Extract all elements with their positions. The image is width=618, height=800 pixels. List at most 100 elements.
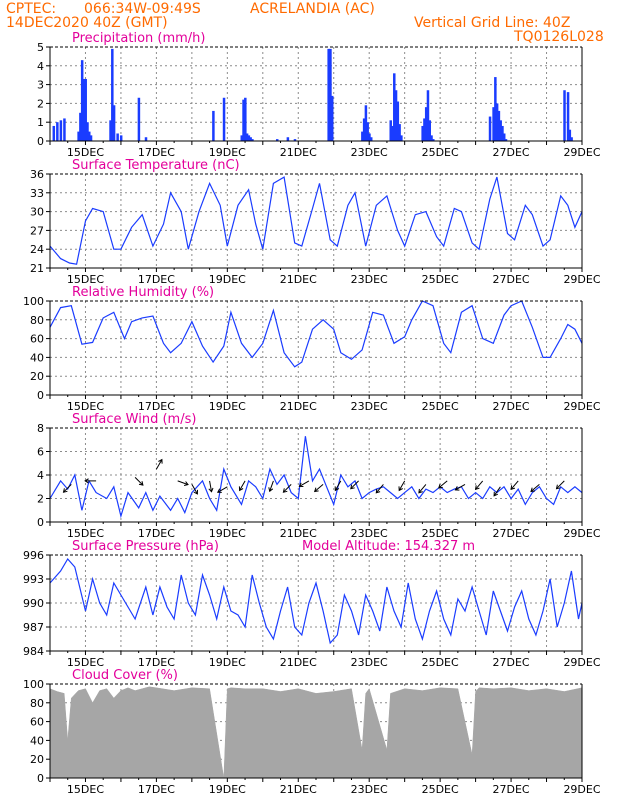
precipitation-xtick-label: 29DEC (563, 146, 600, 159)
precipitation-bar (488, 116, 492, 141)
wind-arrow (155, 459, 163, 470)
precipitation-bar (400, 135, 403, 141)
pressure-ytick-label: 987 (23, 621, 44, 634)
humidity-ytick-label: 60 (30, 333, 44, 346)
precipitation-xtick-label: 23DEC (351, 146, 388, 159)
wind-arrow (334, 480, 342, 491)
header-grid-line: Vertical Grid Line: 40Z (414, 15, 571, 31)
header-code: TQ0126L028 (514, 29, 604, 45)
cloud-ytick-label: 60 (30, 716, 44, 729)
precipitation-bar (430, 135, 433, 141)
precipitation-bar (116, 133, 119, 141)
humidity-line (49, 300, 583, 368)
wind-arrow (269, 480, 274, 492)
wind-arrow-head (282, 488, 288, 493)
wind-ytick-label: 4 (37, 469, 44, 482)
wind-xtick-label: 21DEC (280, 527, 317, 540)
wind-arrow (510, 480, 519, 490)
header-date: 14DEC2020 40Z (GMT) (6, 15, 168, 31)
precipitation-ytick-label: 2 (37, 97, 44, 110)
wind-arrow (314, 484, 324, 492)
wind-arrow-head (62, 488, 68, 493)
temperature-title: Surface Temperature (nC) (72, 158, 240, 173)
wind-arrow-head (138, 481, 144, 486)
precipitation-bar (249, 137, 252, 141)
cloud-area (49, 686, 583, 779)
temperature-xtick-label: 29DEC (563, 273, 600, 286)
precipitation-bar (59, 120, 63, 141)
pressure-line (49, 557, 583, 645)
precipitation-bar (369, 137, 373, 141)
precipitation-bar (396, 101, 400, 141)
precipitation-ytick-label: 3 (37, 79, 44, 92)
wind-arrow-head (375, 488, 381, 494)
pressure-xtick-label: 25DEC (422, 656, 459, 669)
wind-arrow (209, 480, 212, 492)
precipitation-bar (494, 77, 497, 141)
wind-arrow (283, 484, 292, 493)
wind-arrow-head (398, 486, 403, 492)
cloud-ytick-label: 20 (30, 753, 44, 766)
temperature-ytick-label: 24 (30, 243, 44, 256)
wind-ytick-label: 6 (37, 446, 44, 459)
wind-xtick-label: 23DEC (351, 527, 388, 540)
wind-arrow (239, 480, 246, 491)
wind-arrow (438, 480, 448, 489)
precipitation-bar (495, 103, 499, 141)
precipitation-bar (391, 125, 394, 141)
cloud-xtick-label: 17DEC (138, 783, 175, 796)
temperature-xtick-label: 25DEC (422, 273, 459, 286)
wind-arrow-head (84, 478, 89, 484)
wind-arrow (475, 480, 484, 490)
wind-arrow-head (510, 485, 516, 491)
temperature-line (49, 176, 583, 265)
precipitation-bar (80, 60, 84, 141)
precipitation-title: Precipitation (mm/h) (72, 31, 205, 46)
wind-arrow (177, 480, 189, 486)
wind-arrow-head (530, 487, 536, 493)
precipitation-bar (244, 97, 247, 141)
humidity-xtick-label: 17DEC (138, 400, 175, 413)
cloud-ytick-label: 80 (30, 697, 44, 710)
cloud-xtick-label: 27DEC (493, 783, 530, 796)
precipitation-xtick-label: 27DEC (493, 146, 530, 159)
wind-arrow-head (438, 483, 443, 489)
header-station: ACRELANDIA (AC) (250, 1, 375, 17)
wind-title: Surface Wind (m/s) (72, 412, 196, 427)
precipitation-xtick-label: 21DEC (280, 146, 317, 159)
precipitation-bar (112, 105, 116, 141)
wind-xtick-label: 19DEC (209, 527, 246, 540)
precipitation-xtick-label: 17DEC (138, 146, 175, 159)
precipitation-bar (499, 120, 502, 141)
precipitation-bar (242, 99, 245, 141)
wind-arrow (556, 480, 565, 490)
precipitation-bar (79, 112, 82, 141)
pressure-ytick-label: 993 (23, 573, 44, 586)
precipitation-bar (89, 135, 93, 141)
wind-arrow-head (208, 487, 214, 493)
wind-arrow (398, 480, 406, 491)
humidity-ytick-label: 40 (30, 351, 44, 364)
pressure-ytick-label: 984 (23, 645, 44, 658)
temperature-xtick-label: 17DEC (138, 273, 175, 286)
precipitation-ytick-label: 1 (37, 116, 44, 129)
humidity-xtick-label: 21DEC (280, 400, 317, 413)
pressure-xtick-label: 29DEC (563, 656, 600, 669)
precipitation-xtick-label: 15DEC (67, 146, 104, 159)
humidity-ytick-label: 20 (30, 370, 44, 383)
wind-arrow-head (493, 491, 498, 497)
temperature-xtick-label: 21DEC (280, 273, 317, 286)
precipitation-bar (329, 48, 332, 141)
precipitation-bar (364, 105, 368, 141)
pressure-xtick-label: 19DEC (209, 656, 246, 669)
wind-arrow (493, 486, 501, 497)
precipitation-bar (424, 107, 428, 141)
temperature-ytick-label: 27 (30, 224, 44, 237)
wind-ytick-label: 0 (37, 516, 44, 529)
cloud-xtick-label: 15DEC (67, 783, 104, 796)
wind-arrow-head (474, 485, 480, 491)
wind-xtick-label: 17DEC (138, 527, 175, 540)
precipitation-bar (432, 139, 435, 141)
pressure-xtick-label: 17DEC (138, 656, 175, 669)
